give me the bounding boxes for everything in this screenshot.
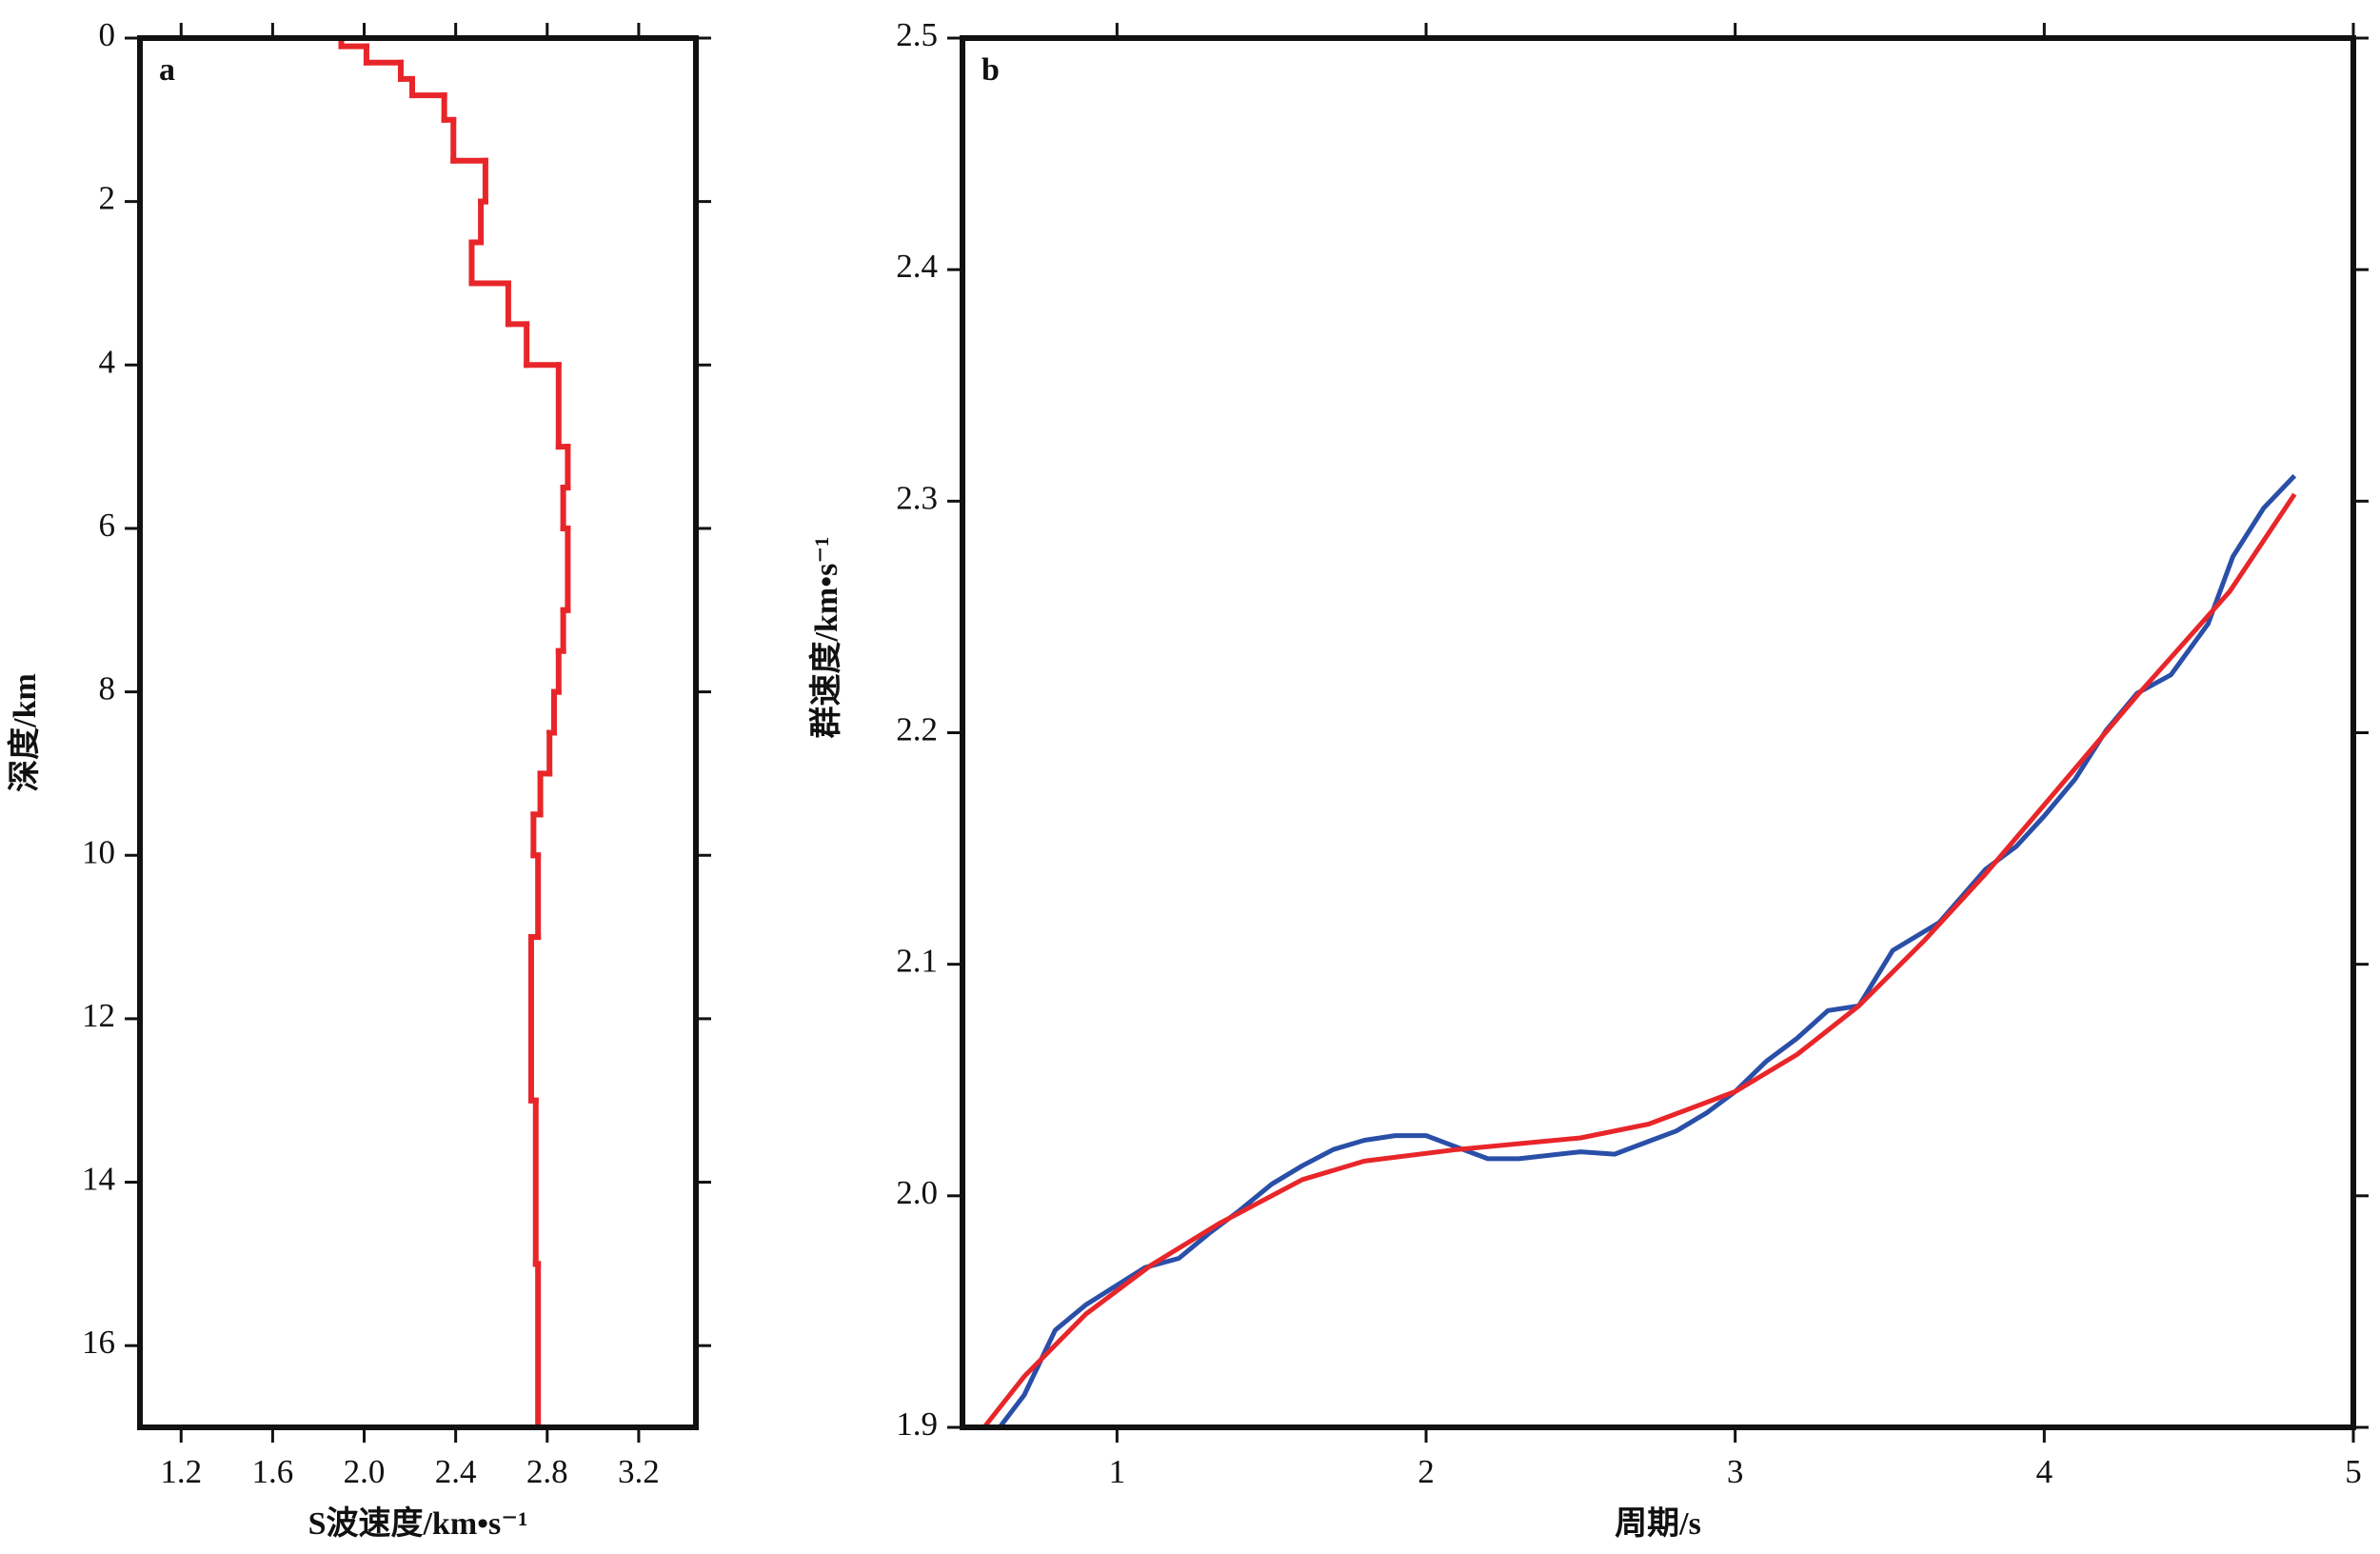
y-tick-label: 2.4 xyxy=(896,248,938,285)
x-tick-label: 4 xyxy=(2036,1453,2053,1490)
y-axis-label: 群速度/km•s⁻¹ xyxy=(808,537,844,739)
y-tick-label: 10 xyxy=(82,833,115,870)
x-tick-label: 2.0 xyxy=(344,1453,386,1490)
x-tick-label: 1.6 xyxy=(252,1453,294,1490)
x-axis-label: S波速度/km•s⁻¹ xyxy=(308,1505,528,1542)
y-tick-label: 16 xyxy=(82,1324,115,1361)
x-tick-label: 5 xyxy=(2345,1453,2362,1490)
y-tick-label: 2.1 xyxy=(896,943,938,980)
y-tick-label: 14 xyxy=(82,1161,115,1198)
y-tick-label: 2.2 xyxy=(896,711,938,748)
x-tick-label: 3 xyxy=(1727,1453,1744,1490)
y-axis-label: 深度/km xyxy=(7,673,43,792)
x-tick-label: 1 xyxy=(1109,1453,1126,1490)
y-tick-label: 0 xyxy=(99,16,116,53)
x-tick-label: 2.8 xyxy=(526,1453,568,1490)
x-tick-label: 3.2 xyxy=(618,1453,660,1490)
y-tick-label: 12 xyxy=(82,997,115,1034)
line xyxy=(982,492,2297,1429)
y-tick-label: 1.9 xyxy=(896,1405,938,1443)
y-tick-label: 6 xyxy=(99,507,116,544)
y-tick-label: 2.5 xyxy=(896,16,938,53)
panel-label: b xyxy=(982,52,1000,88)
y-tick-label: 2 xyxy=(99,180,116,217)
y-tick-label: 4 xyxy=(99,343,116,380)
y-tick-label: 8 xyxy=(99,670,116,707)
x-tick-label: 1.2 xyxy=(160,1453,202,1490)
line xyxy=(998,473,2297,1429)
plot-frame xyxy=(137,35,699,1430)
x-axis-label: 周期/s xyxy=(1615,1506,1701,1542)
y-tick-label: 2.3 xyxy=(896,479,938,516)
panel-label: a xyxy=(159,52,175,88)
y-tick-label: 2.0 xyxy=(896,1174,938,1211)
x-tick-label: 2.4 xyxy=(435,1453,477,1490)
x-tick-label: 2 xyxy=(1418,1453,1435,1490)
plot-frame xyxy=(960,35,2356,1430)
